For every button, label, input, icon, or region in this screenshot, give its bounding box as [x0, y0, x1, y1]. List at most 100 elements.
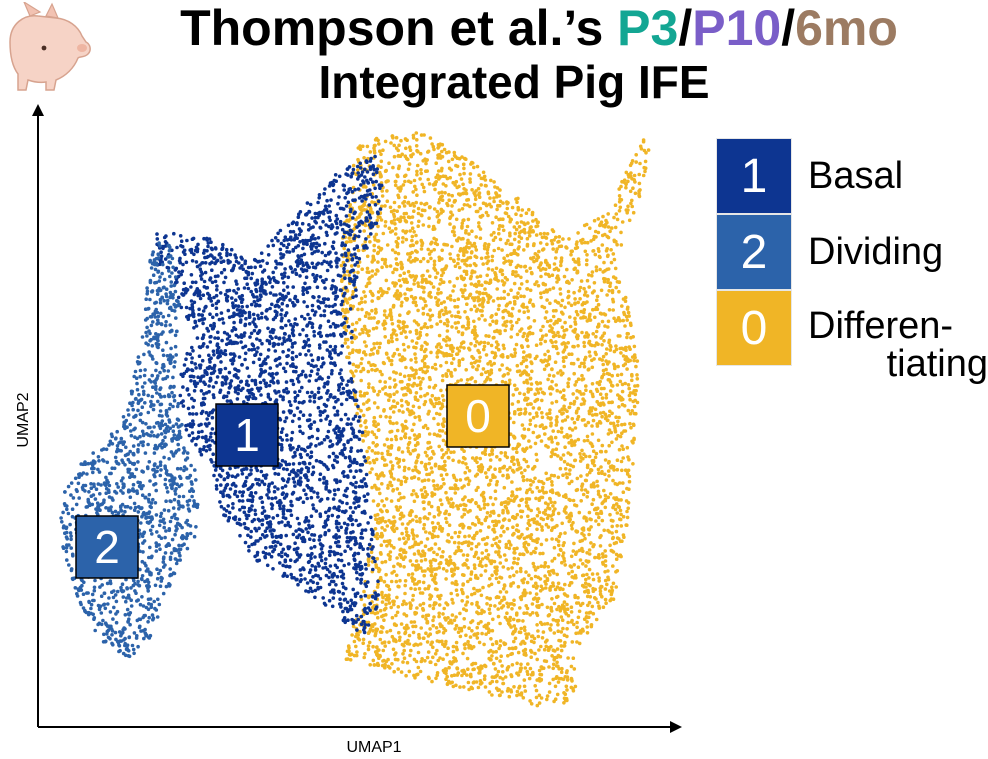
point-cluster-0 [579, 402, 584, 407]
point-cluster-0 [559, 430, 564, 434]
point-cluster-0 [593, 412, 598, 417]
point-cluster-0 [587, 285, 591, 289]
point-cluster-0 [600, 358, 604, 362]
point-cluster-0 [531, 243, 536, 248]
point-cluster-0 [557, 493, 561, 497]
point-cluster-0 [546, 362, 551, 367]
point-cluster-0 [501, 681, 506, 686]
point-cluster-0 [594, 329, 599, 334]
point-cluster-0 [484, 334, 488, 338]
point-cluster-0 [406, 345, 411, 349]
point-cluster-0 [372, 415, 377, 420]
point-cluster-0 [410, 339, 415, 343]
point-cluster-0 [423, 557, 428, 562]
point-cluster-0 [374, 485, 378, 490]
point-cluster-0 [372, 432, 377, 437]
point-cluster-0 [470, 376, 474, 380]
point-cluster-0 [534, 496, 538, 501]
point-cluster-0 [524, 396, 529, 401]
point-cluster-0 [595, 572, 600, 576]
point-cluster-0 [440, 257, 444, 261]
point-cluster-0 [498, 693, 502, 697]
point-cluster-0 [413, 443, 418, 448]
point-cluster-0 [546, 506, 550, 510]
point-cluster-0 [515, 661, 519, 666]
point-cluster-0 [422, 290, 426, 294]
point-cluster-0 [408, 244, 413, 248]
point-cluster-0 [605, 371, 610, 376]
point-cluster-0 [380, 451, 384, 456]
point-cluster-0 [476, 364, 481, 368]
point-cluster-0 [470, 592, 474, 597]
point-cluster-0 [436, 508, 441, 512]
point-cluster-0 [461, 583, 465, 587]
point-cluster-0 [598, 379, 602, 384]
point-cluster-0 [404, 526, 409, 531]
point-cluster-0 [407, 374, 411, 378]
point-cluster-0 [580, 484, 584, 489]
point-cluster-0 [461, 651, 465, 656]
point-cluster-0 [525, 580, 530, 585]
point-cluster-0 [462, 269, 467, 274]
point-cluster-0 [478, 303, 482, 307]
point-cluster-0 [441, 453, 446, 457]
point-cluster-0 [579, 361, 584, 366]
point-cluster-0 [472, 165, 476, 170]
point-cluster-0 [551, 309, 556, 313]
point-cluster-0 [496, 544, 500, 549]
point-cluster-0 [347, 351, 352, 356]
point-cluster-0 [433, 187, 437, 192]
point-cluster-0 [432, 262, 437, 267]
point-cluster-0 [391, 421, 396, 426]
point-cluster-0 [430, 142, 434, 146]
point-cluster-0 [534, 217, 538, 222]
point-cluster-0 [519, 693, 524, 697]
point-cluster-0 [431, 655, 435, 660]
point-cluster-0 [465, 600, 470, 604]
point-cluster-0 [588, 312, 592, 317]
point-cluster-0 [607, 400, 611, 405]
point-cluster-0 [511, 446, 515, 451]
point-cluster-0 [607, 443, 611, 448]
point-cluster-0 [566, 656, 570, 660]
point-cluster-0 [414, 233, 418, 238]
point-cluster-0 [533, 568, 538, 572]
point-cluster-0 [608, 284, 612, 289]
point-cluster-0 [429, 249, 434, 254]
point-cluster-0 [413, 249, 418, 253]
point-cluster-0 [527, 676, 532, 681]
point-cluster-0 [395, 526, 399, 531]
point-cluster-0 [433, 652, 438, 656]
point-cluster-0 [598, 494, 602, 499]
point-cluster-0 [393, 404, 398, 409]
point-cluster-0 [483, 287, 487, 291]
point-cluster-0 [356, 307, 360, 312]
point-cluster-0 [542, 231, 547, 236]
point-cluster-0 [627, 474, 632, 479]
point-cluster-0 [464, 157, 468, 161]
point-cluster-0 [563, 305, 567, 310]
point-cluster-0 [421, 614, 425, 619]
point-cluster-0 [369, 316, 374, 320]
point-cluster-0 [529, 702, 534, 706]
point-cluster-0 [526, 387, 530, 391]
point-cluster-0 [632, 423, 636, 428]
point-cluster-0 [507, 378, 512, 383]
point-cluster-0 [509, 584, 513, 588]
point-cluster-0 [403, 541, 407, 546]
point-cluster-0 [343, 341, 348, 345]
point-cluster-0 [458, 523, 462, 528]
point-cluster-0 [480, 664, 484, 669]
point-cluster-0 [402, 565, 406, 569]
point-cluster-0 [455, 276, 460, 281]
point-cluster-0 [447, 192, 451, 197]
point-cluster-0 [418, 367, 422, 372]
point-cluster-0 [447, 198, 452, 202]
point-cluster-0 [428, 318, 432, 322]
point-cluster-0 [606, 319, 611, 324]
point-cluster-0 [368, 240, 372, 244]
point-cluster-0 [500, 690, 504, 694]
point-cluster-0 [528, 613, 532, 617]
point-cluster-0 [467, 626, 471, 630]
point-cluster-0 [498, 237, 503, 242]
